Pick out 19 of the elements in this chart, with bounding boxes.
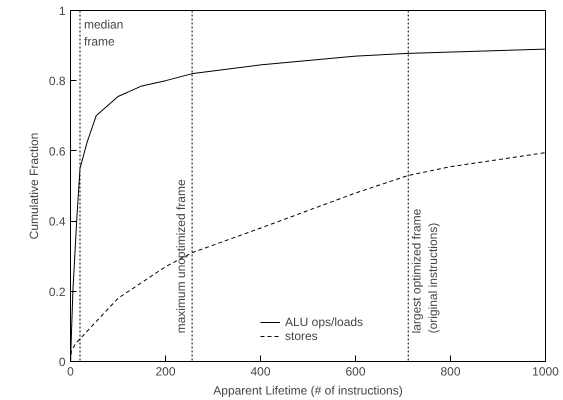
y-tick-label: 0.6 [48, 144, 66, 158]
legend-label: ALU ops/loads [285, 315, 364, 329]
x-tick-label: 600 [345, 364, 366, 378]
x-axis-title: Apparent Lifetime (# of instructions) [213, 384, 403, 398]
x-tick-label: 1000 [532, 364, 560, 378]
y-axis-title: Cumulative Fraction [26, 132, 41, 240]
ref-line-label: median frame [84, 18, 124, 48]
ref-line-label: largest optimized frame (original instructions) [409, 208, 440, 334]
y-tick-label: 1 [58, 4, 66, 18]
y-tick-label: 0 [58, 355, 66, 369]
y-tick-label: 0.4 [48, 214, 66, 229]
x-tick-label: 200 [155, 364, 176, 378]
x-tick-label: 0 [67, 364, 74, 378]
ref-line-label: maximum unoptimized frame [174, 179, 188, 334]
legend-label: stores [285, 329, 318, 343]
x-tick-label: 800 [440, 364, 461, 378]
y-tick-label: 0.8 [48, 74, 66, 88]
x-tick-label: 400 [250, 364, 271, 378]
y-tick-label: 0.2 [48, 284, 66, 299]
